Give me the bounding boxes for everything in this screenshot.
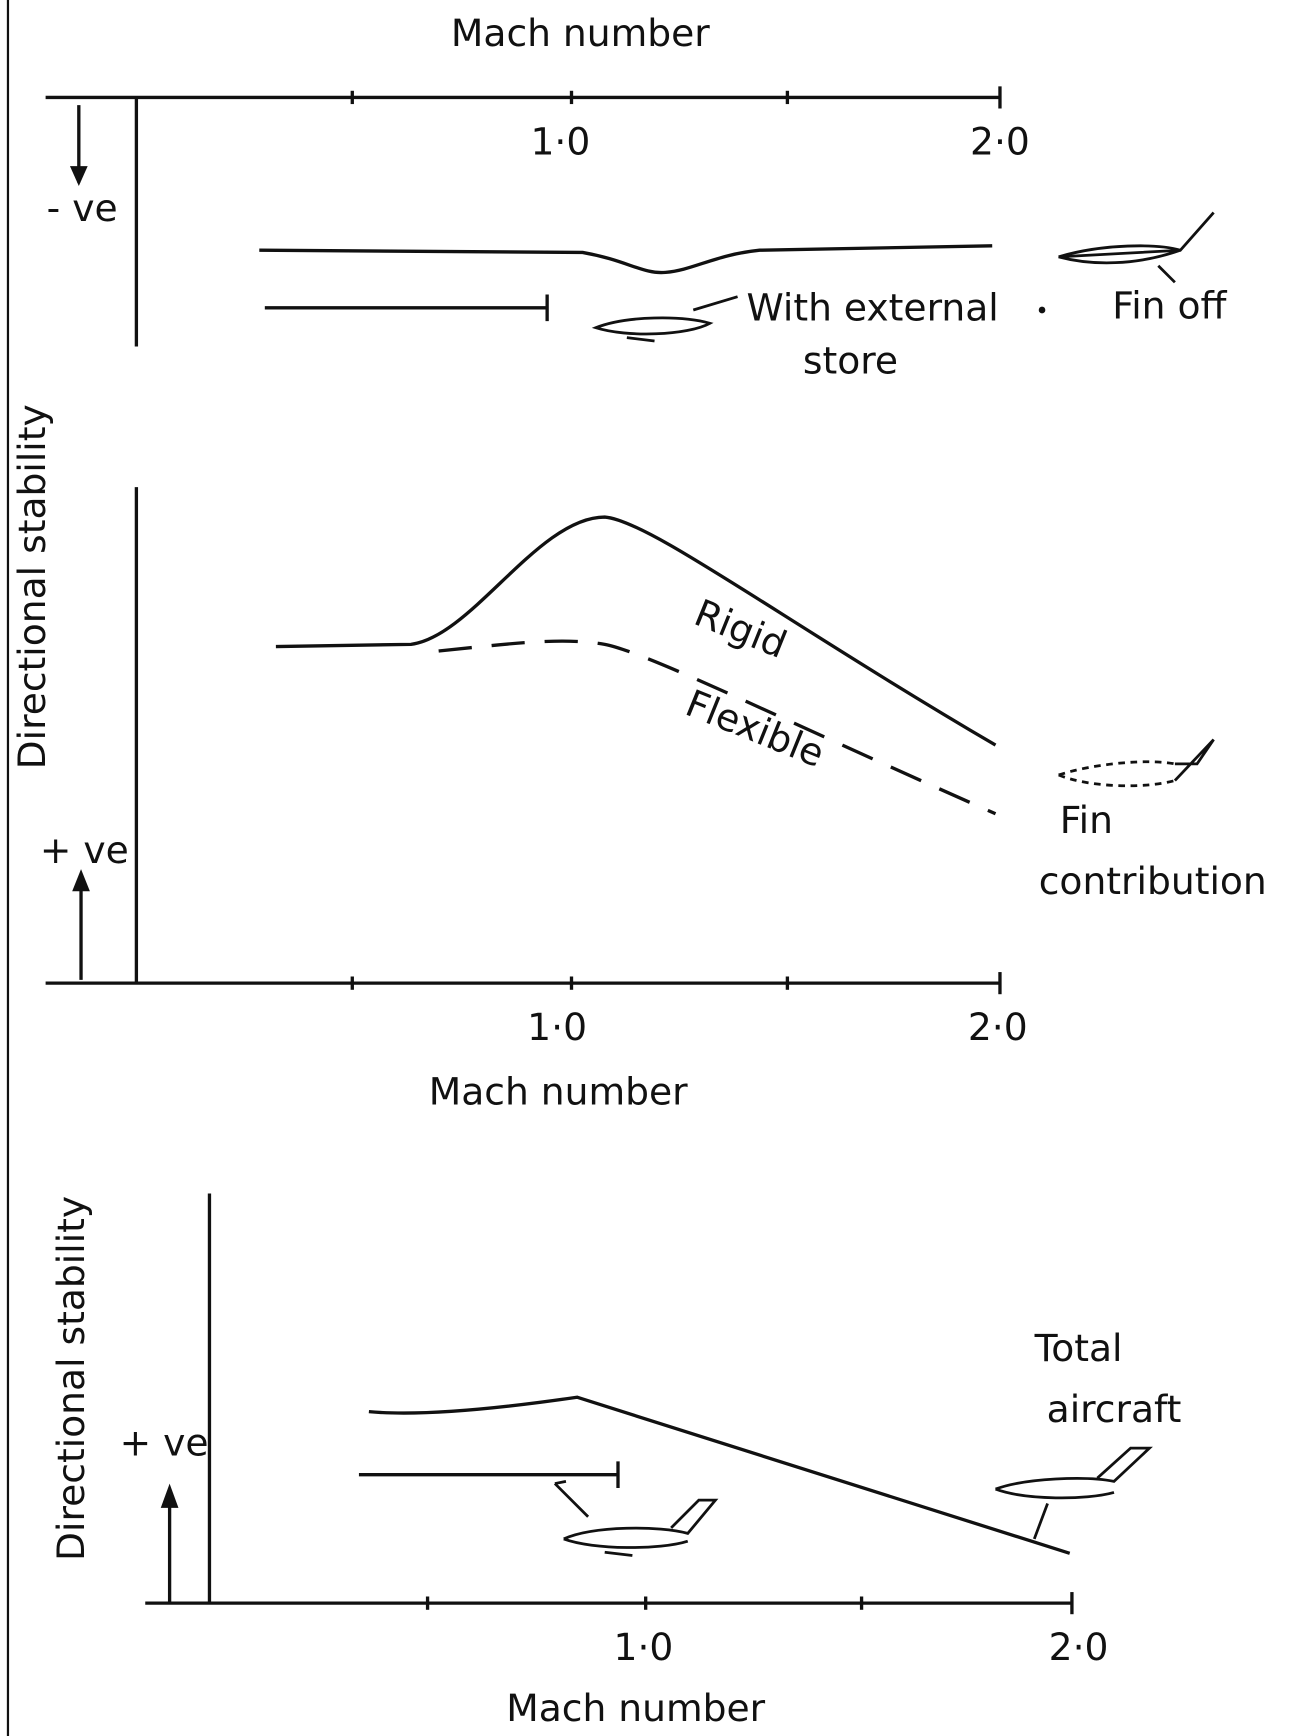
tick-label: 1·0 [527,1005,587,1049]
annotation: store [803,339,898,383]
annotation: contribution [1039,859,1267,903]
annotation: Fin [1060,798,1113,842]
annotation: Fin off [1112,283,1227,327]
top-axis [45,86,1002,347]
y-axis-label: Directional stability [10,404,54,769]
middle-axes [45,487,1002,995]
positive-label: + ve [120,1420,209,1464]
y-axis-label: Directional stability [49,1196,93,1561]
total-aircraft-curves [358,1395,1153,1557]
tick-label: 2·0 [970,119,1030,163]
x-axis-title: Mach number [429,1069,688,1113]
tick-label: 2·0 [968,1005,1028,1049]
fin-off-curves [259,211,1215,343]
tick-label: 1·0 [531,119,591,163]
curve-label: Flexible [680,681,831,776]
annotation: With external [747,286,999,330]
negative-label: - ve [47,186,118,230]
tick-label: 2·0 [1049,1625,1109,1669]
tick-label: 1·0 [614,1625,674,1669]
top-axis-title: Mach number [451,11,710,55]
annotation: aircraft [1047,1387,1182,1431]
annotation: Total [1034,1326,1123,1370]
x-axis-title: Mach number [506,1686,765,1730]
curve-label: Rigid [689,591,793,667]
fin-contribution-curves [275,515,1215,816]
bottom-axes [145,1193,1074,1615]
positive-label: + ve [40,828,129,872]
